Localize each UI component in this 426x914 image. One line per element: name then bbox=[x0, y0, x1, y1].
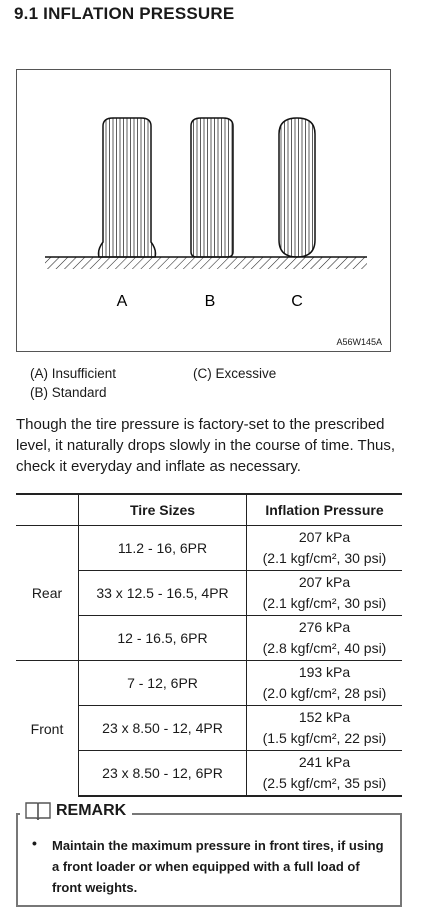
tire-b-standard bbox=[190, 117, 234, 258]
pressure-kpa: 207 kPa bbox=[298, 529, 351, 545]
remark-box bbox=[16, 813, 402, 907]
tire-size-cell: 12 - 16.5, 6PR bbox=[78, 615, 247, 661]
pressure-kpa: 276 kPa bbox=[298, 619, 351, 635]
open-book-icon bbox=[25, 802, 51, 821]
label-c: C bbox=[291, 293, 303, 310]
pressure-kpa: 241 kPa bbox=[298, 754, 351, 770]
table-row: Front 7 - 12, 6PR 193 kPa (2.0 kgf/cm², … bbox=[16, 660, 402, 796]
pressure-cell: 152 kPa (1.5 kgf/cm², 22 psi) bbox=[246, 705, 402, 751]
pressure-detail: (1.5 kgf/cm², 22 psi) bbox=[262, 730, 387, 746]
table-row: 33 x 12.5 - 16.5, 4PR 207 kPa (2.1 kgf/c… bbox=[16, 570, 402, 616]
pressure-detail: (2.8 kgf/cm², 40 psi) bbox=[262, 640, 387, 656]
table-row: 23 x 8.50 - 12, 4PR 152 kPa (1.5 kgf/cm²… bbox=[16, 705, 402, 751]
header-inflation-pressure: Inflation Pressure bbox=[246, 493, 402, 526]
legend-a: (A) Insufficient bbox=[30, 366, 117, 381]
pressure-detail: (2.1 kgf/cm², 30 psi) bbox=[262, 550, 387, 566]
pressure-detail: (2.5 kgf/cm², 35 psi) bbox=[262, 775, 387, 791]
label-b: B bbox=[205, 293, 216, 310]
pressure-kpa: 152 kPa bbox=[298, 709, 351, 725]
tire-a-insufficient bbox=[97, 117, 157, 258]
tire-size-cell: 11.2 - 16, 6PR bbox=[78, 525, 247, 571]
pressure-cell: 241 kPa (2.5 kgf/cm², 35 psi) bbox=[246, 750, 402, 797]
remark-title: REMARK bbox=[56, 802, 127, 819]
legend-b: (B) Standard bbox=[30, 385, 107, 400]
tire-size-cell: 23 x 8.50 - 12, 4PR bbox=[78, 705, 247, 751]
table-row: 12 - 16.5, 6PR 276 kPa (2.8 kgf/cm², 40 … bbox=[16, 615, 402, 661]
figure-code: A56W145A bbox=[336, 337, 382, 347]
legend-c: (C) Excessive bbox=[193, 366, 277, 381]
group-front: Front bbox=[16, 660, 79, 796]
pressure-cell: 193 kPa (2.0 kgf/cm², 28 psi) bbox=[246, 660, 402, 706]
label-a: A bbox=[117, 293, 128, 310]
table-row: 23 x 8.50 - 12, 6PR 241 kPa (2.5 kgf/cm²… bbox=[16, 750, 402, 797]
tire-size-cell: 7 - 12, 6PR bbox=[78, 660, 247, 706]
pressure-cell: 207 kPa (2.1 kgf/cm², 30 psi) bbox=[246, 525, 402, 571]
intro-paragraph: Though the tire pressure is factory-set … bbox=[16, 416, 396, 475]
remark-heading: REMARK bbox=[20, 800, 133, 822]
tire-size-cell: 23 x 8.50 - 12, 6PR bbox=[78, 750, 247, 797]
tire-c-excessive bbox=[278, 117, 316, 258]
pressure-detail: (2.0 kgf/cm², 28 psi) bbox=[262, 685, 387, 701]
table-row: Rear 11.2 - 16, 6PR 207 kPa (2.1 kgf/cm²… bbox=[16, 525, 402, 661]
remark-text: Maintain the maximum pressure in front t… bbox=[52, 838, 384, 895]
pressure-kpa: 193 kPa bbox=[298, 664, 351, 680]
pressure-detail: (2.1 kgf/cm², 30 psi) bbox=[262, 595, 387, 611]
remark-bullet: • bbox=[32, 835, 37, 851]
header-tire-sizes: Tire Sizes bbox=[78, 493, 247, 526]
inflation-pressure-table: Tire Sizes Inflation Pressure Rear 11.2 … bbox=[16, 493, 402, 797]
tire-pressure-figure: A B C A56W145A bbox=[16, 69, 391, 352]
pressure-cell: 276 kPa (2.8 kgf/cm², 40 psi) bbox=[246, 615, 402, 661]
group-rear: Rear bbox=[16, 525, 79, 661]
tire-illustration: A B C bbox=[45, 117, 367, 310]
tire-size-cell: 33 x 12.5 - 16.5, 4PR bbox=[78, 570, 247, 616]
ground-hatch bbox=[45, 257, 367, 269]
header-group bbox=[16, 493, 79, 526]
pressure-kpa: 207 kPa bbox=[298, 574, 351, 590]
table-header-row: Tire Sizes Inflation Pressure bbox=[16, 493, 402, 526]
section-title: 9.1 INFLATION PRESSURE bbox=[14, 4, 235, 23]
pressure-cell: 207 kPa (2.1 kgf/cm², 30 psi) bbox=[246, 570, 402, 616]
